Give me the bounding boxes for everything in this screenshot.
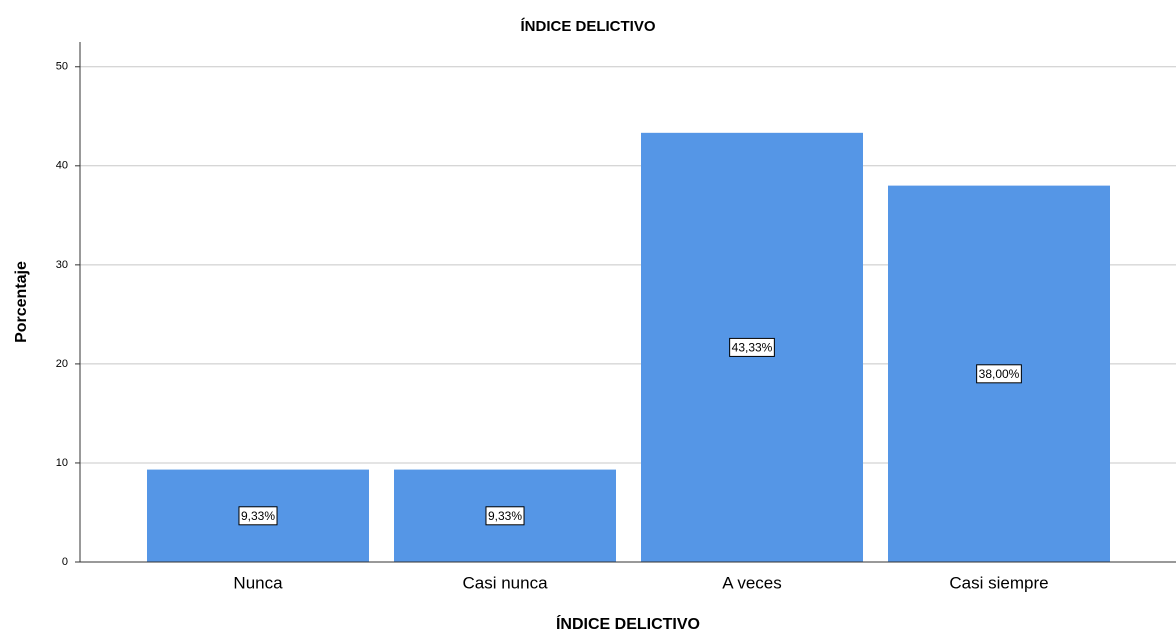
x-tick-label: A veces xyxy=(722,573,782,592)
x-axis-label: ÍNDICE DELICTIVO xyxy=(556,614,700,633)
chart-title: ÍNDICE DELICTIVO xyxy=(520,18,655,35)
value-label-box xyxy=(729,337,775,357)
value-label-box xyxy=(238,506,278,526)
y-tick-label: 0 xyxy=(62,556,68,568)
value-label-box xyxy=(485,506,525,526)
x-tick-label: Nunca xyxy=(233,573,283,592)
value-label: 38,00% xyxy=(979,367,1020,381)
value-label: 9,33% xyxy=(241,509,275,523)
value-label: 43,33% xyxy=(732,341,773,355)
value-label: 9,33% xyxy=(488,509,522,523)
x-tick-label: Casi siempre xyxy=(949,573,1048,592)
x-tick-label: Casi nunca xyxy=(462,573,548,592)
y-tick-label: 30 xyxy=(56,259,68,271)
y-tick-label: 10 xyxy=(56,457,68,469)
y-tick-label: 20 xyxy=(56,358,68,370)
y-tick-label: 40 xyxy=(56,160,68,172)
y-axis-label: Porcentaje xyxy=(13,261,30,343)
value-label-box xyxy=(976,364,1022,384)
y-tick-label: 50 xyxy=(56,61,68,73)
